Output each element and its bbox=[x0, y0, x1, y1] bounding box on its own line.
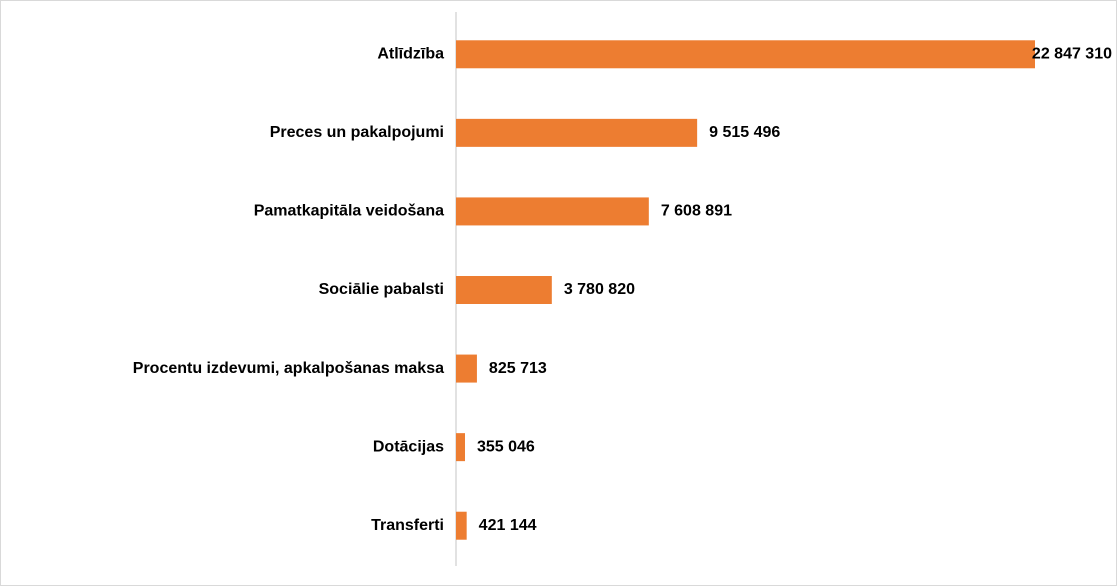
bar bbox=[456, 433, 465, 462]
bar bbox=[456, 40, 1035, 69]
category-label: Atlīdzība bbox=[377, 46, 444, 63]
value-label: 7 608 891 bbox=[661, 203, 732, 220]
bar bbox=[456, 197, 649, 226]
value-label: 825 713 bbox=[489, 360, 547, 377]
category-label: Transferti bbox=[371, 517, 444, 534]
category-label: Pamatkapitāla veidošana bbox=[254, 203, 444, 220]
category-label: Sociālie pabalsti bbox=[319, 281, 444, 298]
bar bbox=[456, 511, 467, 540]
category-label: Procentu izdevumi, apkalpošanas maksa bbox=[133, 360, 444, 377]
value-label: 9 515 496 bbox=[709, 124, 780, 141]
category-label: Preces un pakalpojumi bbox=[270, 124, 444, 141]
bar bbox=[456, 118, 698, 147]
value-label: 421 144 bbox=[479, 517, 537, 534]
bar bbox=[456, 276, 552, 304]
value-label: 3 780 820 bbox=[564, 281, 635, 298]
value-label: 22 847 310 bbox=[1032, 46, 1112, 63]
value-label: 355 046 bbox=[477, 438, 535, 455]
bar bbox=[456, 354, 477, 383]
category-label: Dotācijas bbox=[373, 438, 444, 455]
